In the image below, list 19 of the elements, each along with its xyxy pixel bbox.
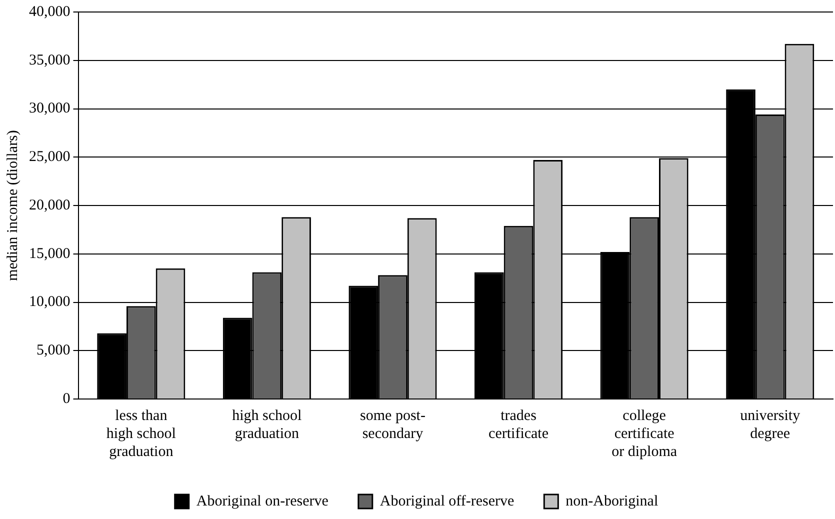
y-tick-label: 5,000 (36, 342, 70, 359)
legend-label: Aboriginal on-reserve (196, 493, 329, 510)
legend-label: non-Aboriginal (566, 493, 658, 510)
x-tick-label: some post-secondary (360, 408, 426, 442)
y-tick-label: 25,000 (29, 149, 70, 166)
x-tick-label: high school graduation (232, 408, 302, 442)
x-tick-label: university degree (740, 408, 801, 442)
y-tick-label: 10,000 (29, 294, 70, 310)
x-tick-label: college certificate or diploma (612, 408, 678, 460)
x-tick-label: less than high school graduation (106, 408, 176, 460)
y-tick-label: 30,000 (29, 100, 70, 117)
legend-label: Aboriginal off-reserve (380, 493, 514, 510)
y-axis-title: median income (diollars) (4, 130, 21, 281)
y-tick-label: 35,000 (29, 52, 70, 68)
y-tick-label: 40,000 (29, 4, 70, 20)
x-tick-label: trades certificate (488, 408, 549, 442)
y-tick-label: 0 (62, 390, 70, 407)
y-tick-label: 15,000 (29, 246, 70, 262)
y-tick-label: 20,000 (29, 197, 70, 214)
